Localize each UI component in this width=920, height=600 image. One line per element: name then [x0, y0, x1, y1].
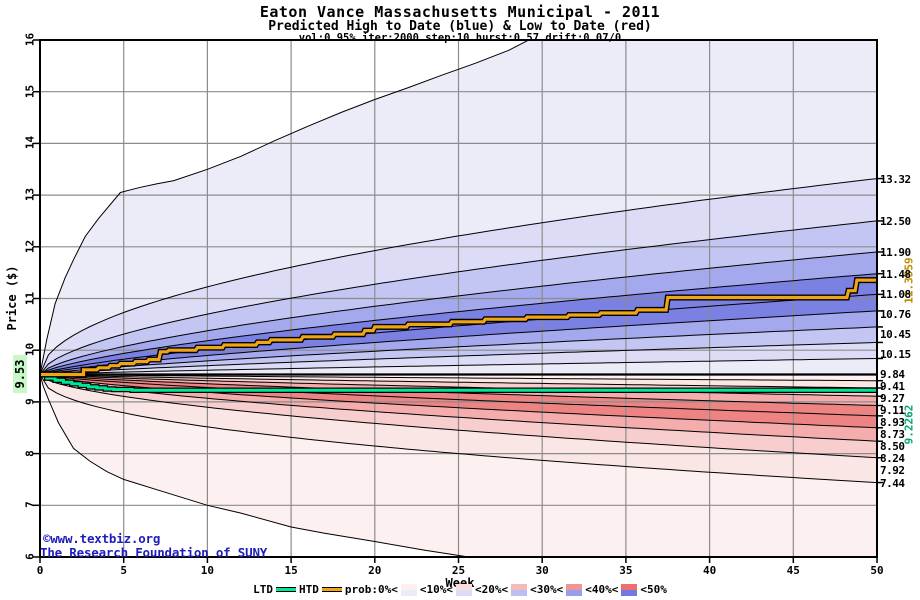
boundary-value-label: 8.73	[880, 428, 905, 442]
high-boundary-line	[40, 220, 877, 375]
y-tick-label: 12	[23, 239, 37, 253]
legend-prob-label: prob:0%<	[344, 583, 398, 596]
y-axis-label: Price ($)	[5, 265, 19, 331]
y-tick-label: 16	[23, 32, 37, 47]
low-boundary-line	[40, 374, 877, 459]
probability-band-label: <40%<	[585, 583, 619, 596]
boundary-value-label: 9.11	[880, 404, 905, 418]
low-probability-band	[40, 374, 877, 483]
chart-title: Eaton Vance Massachusetts Municipal - 20…	[259, 3, 661, 21]
low-boundary-line	[40, 374, 877, 397]
high-probability-band	[40, 220, 877, 375]
probability-band-swatch	[455, 583, 472, 596]
probability-band-swatch	[400, 583, 417, 596]
x-tick-label: 45	[786, 564, 800, 577]
x-tick-label: 35	[619, 564, 633, 577]
y-tick-label: 6	[23, 553, 37, 560]
x-tick-label: 5	[120, 564, 127, 577]
low-boundary-line	[40, 374, 877, 442]
x-tick-label: 15	[284, 564, 298, 577]
legend-htd-label: HTD	[299, 583, 319, 596]
y-tick-label: 7	[23, 501, 37, 509]
high-boundary-line	[40, 310, 877, 375]
high-boundary-line	[40, 341, 877, 375]
x-tick-label: 25	[451, 564, 466, 577]
chart-subtitle: Predicted High to Date (blue) & Low to D…	[268, 19, 652, 34]
probability-band-label: <10%<	[419, 583, 453, 596]
low-boundary-line	[40, 374, 472, 557]
simulation-params: vol:0.95% iter:2000 step:10 hurst:0.57 d…	[298, 32, 622, 44]
boundary-value-label: 9.27	[880, 392, 905, 406]
htd-line-swatch	[321, 587, 342, 592]
boundary-value-label: 11.48	[880, 267, 911, 281]
boundary-value-label: 7.92	[880, 464, 905, 478]
probability-band-label: <20%<	[474, 583, 509, 596]
probability-band-swatch	[621, 583, 638, 596]
x-tick-label: 40	[702, 564, 717, 577]
high-boundary-line	[40, 358, 877, 375]
low-boundary-line	[40, 374, 877, 389]
y-tick-label: 10	[23, 343, 37, 357]
high-boundary-line	[40, 251, 877, 375]
x-tick-label: 20	[368, 564, 382, 577]
x-tick-label: 0	[36, 564, 44, 577]
boundary-value-label: 13.32	[880, 172, 911, 186]
y-tick-label: 15	[23, 84, 37, 98]
ltd-line-swatch	[276, 587, 296, 592]
probability-band-label: <30%<	[530, 583, 564, 596]
watermark-site: ©www.textbiz.org	[43, 531, 161, 546]
high-boundary-line	[40, 40, 530, 375]
boundary-value-label: 11.90	[880, 245, 911, 259]
start-price-label: 9.53	[13, 355, 27, 394]
boundary-value-label: 8.24	[880, 452, 905, 466]
boundary-value-label: 9.41	[880, 380, 905, 394]
legend: LTD HTD prob:0%< <10%< <20%< <30%< <40%< <50…	[0, 583, 920, 596]
low-boundary-line	[40, 374, 877, 484]
y-tick-label: 8	[23, 449, 37, 457]
high-boundary-line	[40, 273, 877, 375]
legend-probability-bands: <10%< <20%< <30%< <40%< <50%	[400, 583, 667, 596]
boundary-value-label: 10.45	[880, 328, 911, 342]
y-tick-label: 11	[23, 291, 37, 305]
high-boundary-line	[40, 178, 877, 375]
ltd-line	[40, 373, 877, 392]
x-tick-label: 50	[870, 564, 884, 577]
probability-band-label: <50%	[640, 583, 667, 596]
boundary-value-label: 8.50	[880, 440, 905, 454]
probability-band-swatch	[566, 583, 583, 596]
high-boundary-line	[40, 326, 877, 375]
boundary-value-label: 9.84	[880, 368, 905, 382]
boundary-value-label: 10.76	[880, 308, 911, 322]
plot-area	[40, 40, 877, 557]
boundary-value-label: 11.08	[880, 288, 911, 302]
htd-line	[40, 278, 877, 377]
watermark-org: The Research Foundation of SUNY	[40, 545, 268, 560]
boundary-value-label: 7.44	[880, 476, 905, 490]
y-tick-label: 9	[23, 398, 37, 405]
probability-band-swatch	[511, 583, 528, 596]
boundary-value-label: 10.15	[880, 348, 911, 362]
legend-ltd-label: LTD	[253, 583, 273, 596]
y-tick-label: 13	[23, 187, 37, 202]
x-tick-label: 10	[200, 564, 215, 577]
low-probability-band	[40, 374, 877, 458]
low-boundary-line	[40, 374, 877, 382]
boundary-value-label: 8.93	[880, 416, 905, 430]
boundary-value-label: 12.50	[880, 214, 911, 228]
high-probability-band	[40, 178, 877, 375]
high-probability-band	[40, 252, 877, 375]
low-boundary-line	[40, 374, 877, 417]
x-tick-label: 30	[535, 564, 549, 577]
y-tick-label: 14	[23, 136, 37, 150]
